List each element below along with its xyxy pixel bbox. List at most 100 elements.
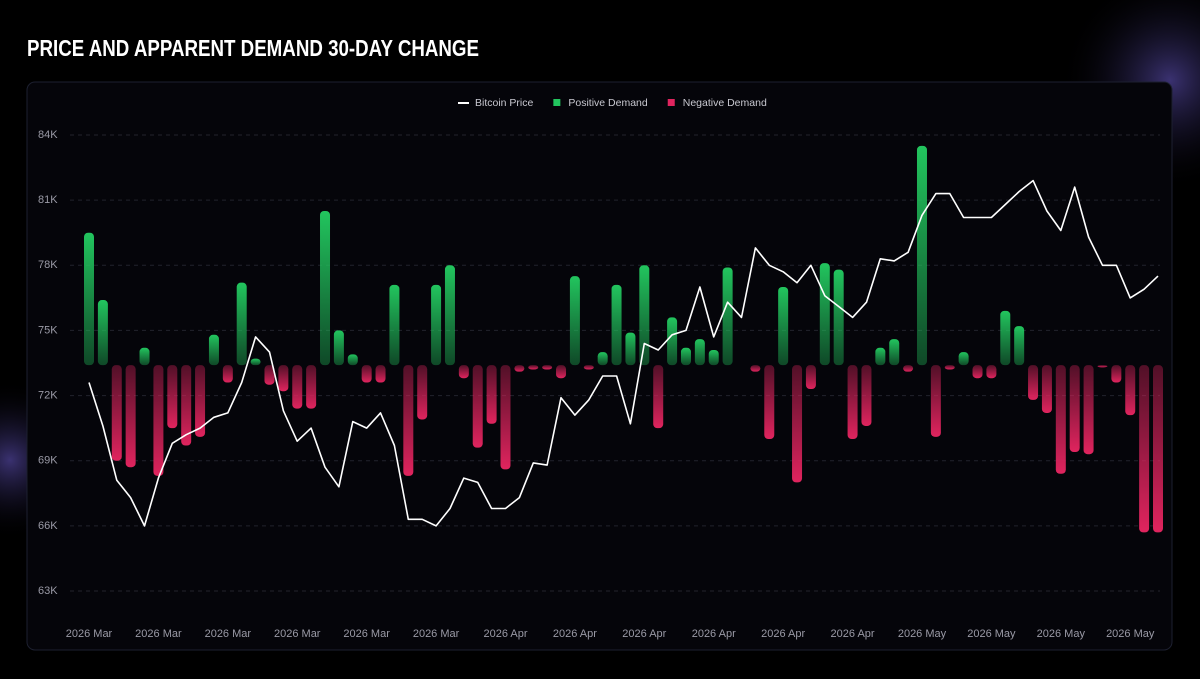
bar <box>972 365 983 379</box>
bar <box>1055 365 1066 474</box>
bar <box>764 365 775 439</box>
bar <box>875 347 886 366</box>
legend-label: Negative Demand <box>683 97 767 109</box>
bar <box>930 365 941 437</box>
bar <box>111 365 122 461</box>
x-tick-label: 2026 Mar <box>205 628 252 640</box>
bar <box>694 339 705 366</box>
bar <box>417 365 428 420</box>
chart-title: PRICE AND APPARENT DEMAND 30-DAY CHANGE <box>27 35 479 61</box>
bar <box>208 334 219 366</box>
legend-label: Positive Demand <box>568 97 648 109</box>
legend-label: Bitcoin Price <box>475 97 534 109</box>
bar <box>514 365 525 372</box>
bar <box>833 269 844 366</box>
bar <box>611 284 622 366</box>
bar <box>500 365 511 470</box>
bar <box>847 365 858 439</box>
bar <box>805 365 816 390</box>
bar <box>903 365 914 372</box>
bar <box>1125 365 1136 416</box>
y-tick-label: 75K <box>38 324 58 336</box>
bar <box>750 365 761 372</box>
x-tick-label: 2026 Mar <box>135 628 182 640</box>
bar <box>916 145 927 366</box>
bar <box>1069 365 1080 453</box>
bar <box>556 365 567 379</box>
y-tick-label: 78K <box>38 259 58 271</box>
bar <box>1153 365 1163 533</box>
y-tick-label: 72K <box>38 389 58 401</box>
legend-swatch <box>553 99 561 106</box>
legend-swatch <box>667 99 675 106</box>
panel <box>26 81 1173 651</box>
bar <box>375 365 386 383</box>
bar <box>403 365 414 476</box>
bar <box>1083 365 1094 455</box>
bar <box>583 365 594 370</box>
bar <box>361 365 372 383</box>
bar <box>1097 365 1108 368</box>
x-tick-label: 2026 Apr <box>831 628 875 640</box>
bar <box>944 365 955 370</box>
x-tick-label: 2026 Mar <box>274 628 321 640</box>
bar <box>680 347 691 366</box>
bar <box>472 365 483 448</box>
bar <box>431 284 442 366</box>
bar <box>264 365 275 385</box>
bar <box>1000 310 1011 366</box>
bar <box>153 365 164 476</box>
bar <box>458 365 469 379</box>
x-tick-label: 2026 Apr <box>692 628 736 640</box>
y-tick-label: 69K <box>38 455 58 467</box>
bar <box>333 330 344 366</box>
bar <box>306 365 317 409</box>
bar <box>139 347 150 366</box>
bar <box>639 265 650 366</box>
bar <box>1014 326 1025 366</box>
x-tick-label: 2026 Apr <box>761 628 805 640</box>
bar <box>625 332 636 366</box>
y-tick-label: 81K <box>38 194 58 206</box>
bar <box>125 365 136 468</box>
bar <box>708 349 719 366</box>
x-tick-label: 2026 Apr <box>622 628 666 640</box>
x-tick-label: 2026 Apr <box>553 628 597 640</box>
bar <box>97 300 108 366</box>
bar <box>667 317 678 366</box>
bar <box>250 358 261 366</box>
bar <box>861 365 872 426</box>
x-tick-label: 2026 Mar <box>66 628 113 640</box>
bar <box>1139 365 1150 533</box>
y-tick-label: 84K <box>38 129 58 141</box>
bar <box>444 265 455 366</box>
bar <box>347 354 358 366</box>
bar <box>389 284 400 366</box>
bar <box>542 365 553 370</box>
bar <box>958 352 969 366</box>
bar <box>84 232 94 366</box>
x-tick-label: 2026 Mar <box>343 628 390 640</box>
bar <box>222 365 233 383</box>
bar <box>1111 365 1122 383</box>
bar <box>278 365 289 392</box>
x-tick-label: 2026 Apr <box>483 628 527 640</box>
bar <box>195 365 206 437</box>
bar <box>569 276 580 366</box>
bar <box>320 211 331 366</box>
bar <box>819 263 830 366</box>
bar <box>986 365 997 379</box>
y-tick-label: 66K <box>38 520 58 532</box>
bar <box>1041 365 1052 413</box>
bar <box>722 267 733 366</box>
bar <box>778 287 789 366</box>
bar <box>236 282 247 366</box>
bar <box>597 352 608 366</box>
bar <box>653 365 664 429</box>
bar <box>528 365 539 370</box>
bar <box>181 365 192 446</box>
bar <box>792 365 803 483</box>
bar <box>1028 365 1039 400</box>
